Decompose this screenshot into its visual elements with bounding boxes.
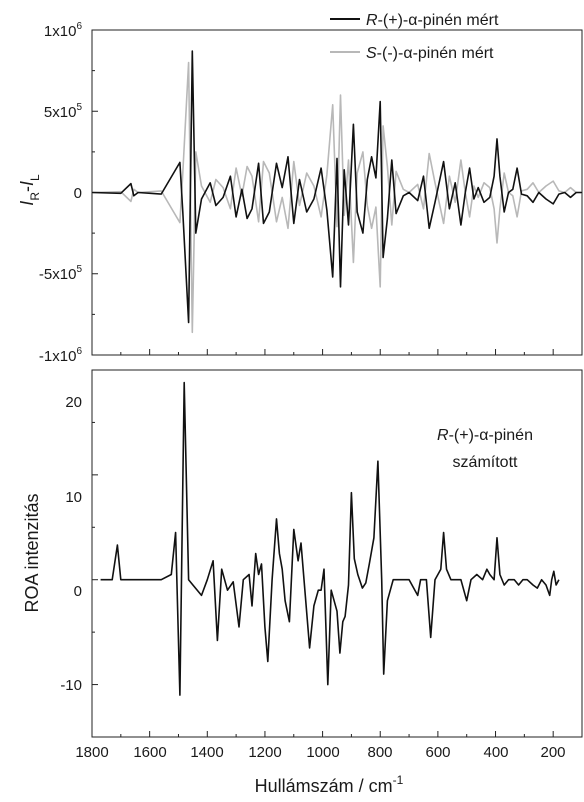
top-ticks xyxy=(91,29,554,356)
bottom-xtick-label: 1800 xyxy=(75,744,108,761)
bottom-panel: 20 10 0 -10 1800 1600 1400 1200 1000 800… xyxy=(22,369,583,796)
legend-label-s: S-(-)-α-pinén mért xyxy=(366,45,494,62)
top-y-axis-title: IR-IL xyxy=(17,174,42,206)
bottom-xtick-label: 1200 xyxy=(248,744,281,761)
bottom-ticks xyxy=(91,369,554,738)
x-axis-title: Hullámszám / cm-1 xyxy=(255,773,404,796)
series-line-s-measured xyxy=(91,61,582,334)
bottom-xtick-label: 800 xyxy=(367,744,392,761)
top-ytick-label: 1x106 xyxy=(44,21,83,40)
bottom-xtick-label: 1000 xyxy=(306,744,339,761)
bottom-series-group xyxy=(100,381,560,696)
legend-label-r: R-(+)-α-pinén mért xyxy=(366,12,499,29)
bottom-plot-frame xyxy=(91,369,583,738)
top-panel: 1x106 5x105 0 -5x105 -1x106 IR-IL R-(+)-… xyxy=(17,12,583,365)
bottom-xtick-label: 400 xyxy=(483,744,508,761)
calc-annotation-line1: R-(+)-α-pinén xyxy=(437,427,533,444)
bottom-ytick-label: -10 xyxy=(60,677,82,694)
series-line-r-measured xyxy=(91,50,582,324)
bottom-ytick-label: 10 xyxy=(65,489,82,506)
bottom-ytick-label: 20 xyxy=(65,394,82,411)
calc-annotation-line2: számított xyxy=(453,454,518,471)
bottom-xtick-label: 1400 xyxy=(190,744,223,761)
bottom-y-axis-title: ROA intenzitás xyxy=(22,493,42,612)
bottom-xtick-label: 600 xyxy=(425,744,450,761)
top-ytick-label: 0 xyxy=(74,185,82,202)
top-ytick-label: 5x105 xyxy=(44,102,83,121)
top-ytick-label: -5x105 xyxy=(39,264,83,283)
legend: R-(+)-α-pinén mért S-(-)-α-pinén mért xyxy=(330,12,499,62)
series-line-r-calculated xyxy=(100,381,560,696)
top-ytick-label: -1x106 xyxy=(39,346,83,365)
bottom-xtick-label: 200 xyxy=(540,744,565,761)
bottom-ytick-label: 0 xyxy=(74,583,82,600)
top-series-group xyxy=(91,50,582,334)
bottom-xtick-label: 1600 xyxy=(133,744,166,761)
